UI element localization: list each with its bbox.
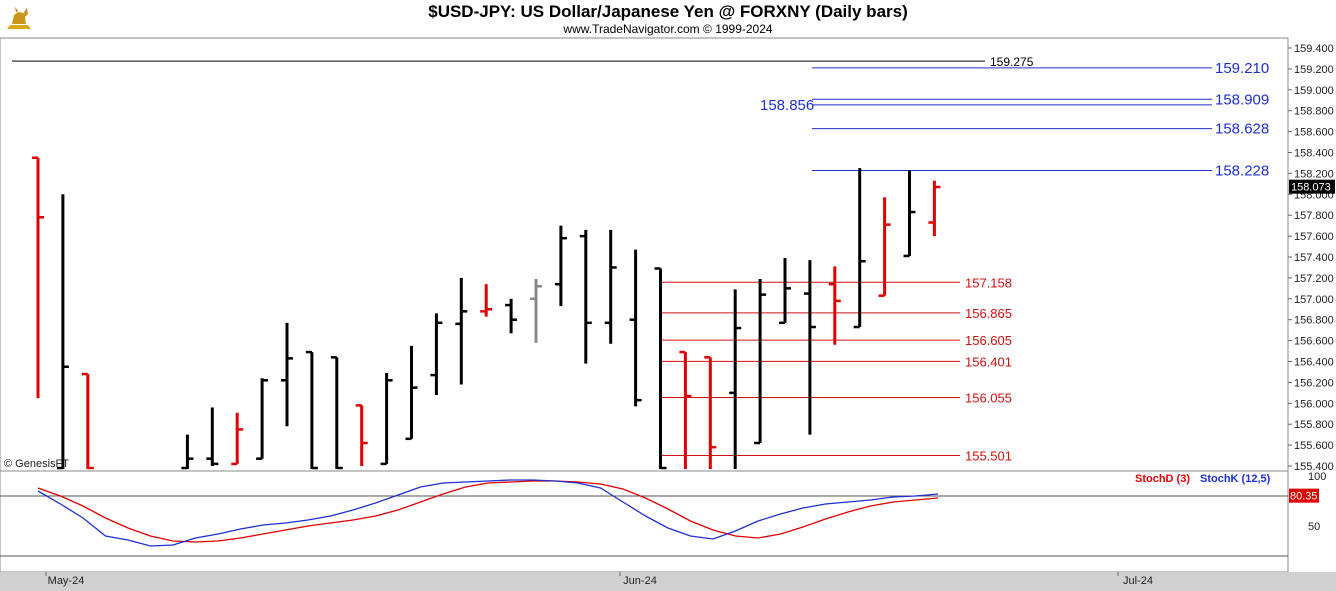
date-axis: May-24 Jun-24 Jul-24 <box>45 572 1153 587</box>
price-tick-label: 158.600 <box>1294 127 1334 139</box>
date-tick-label: May-24 <box>48 575 85 587</box>
price-tick-label: 157.000 <box>1294 294 1334 306</box>
price-tick-label: 159.200 <box>1294 64 1334 76</box>
date-tick-label: Jun-24 <box>623 575 657 587</box>
price-axis: 159.400 159.200 159.000 158.800 158.600 158.4… <box>1288 43 1335 473</box>
price-tick-label: 157.400 <box>1294 252 1334 264</box>
level-label-red: 155.501 <box>965 448 1012 463</box>
level-label-black: 159.275 <box>990 55 1034 69</box>
price-tick-label: 156.800 <box>1294 315 1334 327</box>
chart-header: $USD-JPY: US Dollar/Japanese Yen @ FORXN… <box>0 0 1336 37</box>
stochastic-panel: 100 50 80.35 StochD (3) StochK (12,5) <box>0 471 1326 557</box>
level-label-blue: 158.228 <box>1215 162 1269 179</box>
price-tick-label: 158.800 <box>1294 106 1334 118</box>
level-lines: 159.275 159.210 158.909 158.628 158.228 158.8… <box>12 55 1269 463</box>
chart-title: $USD-JPY: US Dollar/Japanese Yen @ FORXN… <box>428 2 908 21</box>
axis-corner <box>1288 572 1336 591</box>
price-tick-label: 157.600 <box>1294 231 1334 243</box>
date-axis-background <box>0 572 1336 591</box>
level-label-red: 156.401 <box>965 354 1012 369</box>
level-label-red: 156.605 <box>965 333 1012 348</box>
price-tick-label: 156.600 <box>1294 336 1334 348</box>
price-tick-label: 155.600 <box>1294 440 1334 452</box>
level-label-blue: 158.628 <box>1215 121 1269 138</box>
stoch-tick-label: 100 <box>1308 471 1326 483</box>
stochD-legend: StochD (3) <box>1135 473 1190 485</box>
level-label-blue: 158.909 <box>1215 91 1269 108</box>
stochK-line <box>37 479 939 547</box>
level-label-blue: 159.210 <box>1215 60 1269 77</box>
price-tick-label: 159.400 <box>1294 43 1334 55</box>
price-tick-label: 158.200 <box>1294 168 1334 180</box>
last-price-label: 158.073 <box>1291 182 1331 194</box>
chart-subtitle: www.TradeNavigator.com © 1999-2024 <box>563 22 773 36</box>
price-tick-label: 156.200 <box>1294 377 1334 389</box>
level-label-red: 156.865 <box>965 306 1012 321</box>
stoch-tick-label: 50 <box>1308 521 1320 533</box>
stochD-line <box>37 480 939 543</box>
stoch-last-marker <box>1289 488 1319 503</box>
price-tick-label: 156.000 <box>1294 398 1334 410</box>
level-label-blue: 158.856 <box>760 97 814 114</box>
level-label-red: 156.055 <box>965 391 1012 406</box>
genesis-watermark: © GenesisFT <box>4 458 69 470</box>
price-tick-label: 156.400 <box>1294 357 1334 369</box>
date-tick-label: Jul-24 <box>1123 575 1153 587</box>
price-tick-label: 159.000 <box>1294 85 1334 97</box>
level-label-red: 157.158 <box>965 275 1012 290</box>
price-tick-label: 157.200 <box>1294 273 1334 285</box>
axis-background <box>1288 38 1336 553</box>
plot-border <box>0 37 1289 573</box>
chart-frame <box>0 37 1336 591</box>
price-tick-label: 157.800 <box>1294 210 1334 222</box>
price-bars <box>32 156 941 470</box>
stochK-legend: StochK (12,5) <box>1200 473 1271 485</box>
stoch-last-label: 80.35 <box>1290 491 1318 503</box>
price-tick-label: 155.400 <box>1294 461 1334 473</box>
bull-logo-icon <box>7 7 31 29</box>
last-price-marker <box>1289 179 1335 194</box>
price-tick-label: 155.800 <box>1294 419 1334 431</box>
price-tick-label: 158.400 <box>1294 148 1334 160</box>
